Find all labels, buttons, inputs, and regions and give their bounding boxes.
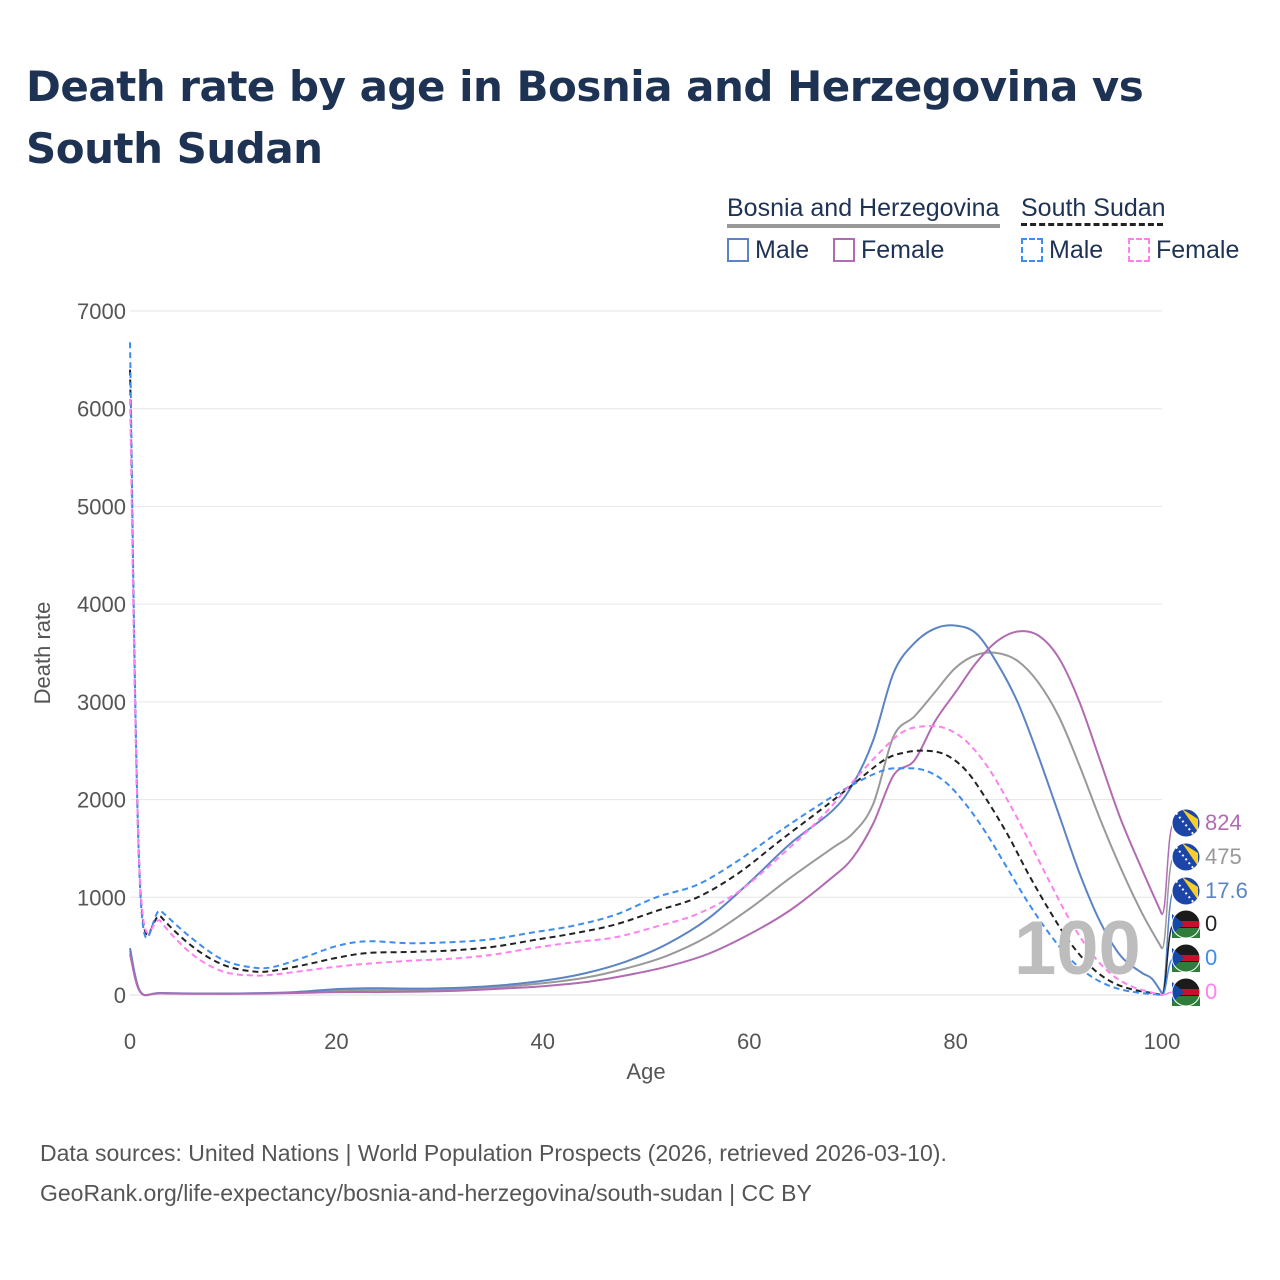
legend-label: Male	[755, 235, 810, 264]
legend-swatch	[727, 238, 749, 262]
end-value-label: 0	[1205, 945, 1218, 970]
x-tick-label: 40	[531, 1029, 555, 1054]
legend-swatch	[1021, 238, 1043, 262]
x-tick-label: 20	[324, 1029, 348, 1054]
y-tick-label: 5000	[77, 494, 126, 519]
footer-sources: Data sources: United Nations | World Pop…	[40, 1140, 947, 1166]
series-line-bosnia-and-herzegovina-female	[129, 630, 1163, 997]
south-sudan-flag-icon	[1171, 943, 1201, 973]
y-tick-label: 0	[114, 983, 126, 1008]
x-tick-label: 0	[124, 1029, 136, 1054]
legend-group-bosnia[interactable]: Bosnia and Herzegovina	[727, 194, 1000, 222]
bosnia-flag-icon	[1171, 876, 1201, 906]
x-tick-label: 60	[737, 1029, 761, 1054]
legend-group-south-sudan[interactable]: South Sudan	[1021, 194, 1166, 222]
chart-title: Death rate by age in Bosnia and Herzegov…	[26, 62, 1144, 173]
series-line-bosnia-and-herzegovina-both-	[129, 651, 1163, 997]
legend-group-bosnia-line	[727, 224, 1000, 228]
y-tick-label: 1000	[77, 885, 126, 910]
end-value-label: 0	[1205, 911, 1218, 936]
bosnia-flag-icon	[1171, 808, 1201, 838]
series-line-south-sudan-male	[129, 342, 1163, 996]
x-axis-label: Age	[626, 1059, 665, 1084]
y-tick-label: 2000	[77, 788, 126, 813]
series-line-south-sudan-female	[129, 398, 1163, 996]
series-line-bosnia-and-herzegovina-male	[129, 624, 1163, 997]
line-chart: 0 1000 2000 3000 4000 5000 6000 7000 0 20 40 60 80 10…	[30, 299, 1201, 1084]
age-watermark: 100	[1014, 906, 1141, 991]
south-sudan-flag-icon	[1171, 977, 1201, 1007]
footer-link[interactable]: GeoRank.org/life-expectancy/bosnia-and-h…	[40, 1180, 812, 1206]
legend-label: Male	[1049, 235, 1104, 264]
series-line-south-sudan-both-	[129, 369, 1163, 996]
bosnia-flag-icon	[1171, 842, 1201, 872]
end-value-label: 475	[1205, 844, 1242, 869]
legend-swatch	[833, 238, 855, 262]
south-sudan-flag-icon	[1171, 909, 1201, 939]
legend-label: Female	[1156, 235, 1240, 264]
y-tick-label: 3000	[77, 690, 126, 715]
y-tick-label: 4000	[77, 592, 126, 617]
legend-swatch	[1128, 238, 1150, 262]
y-axis-label: Death rate	[30, 602, 55, 705]
legend-group-south-sudan-line	[1021, 223, 1163, 226]
x-tick-label: 80	[943, 1029, 967, 1054]
end-value-label: 17.6	[1205, 878, 1248, 903]
x-tick-label: 100	[1144, 1029, 1181, 1054]
legend-item-bosnia-female[interactable]: Female	[833, 236, 944, 264]
end-value-label: 0	[1205, 979, 1218, 1004]
legend-item-south-sudan-male[interactable]: Male	[1021, 236, 1103, 264]
end-value-label: 824	[1205, 810, 1242, 835]
y-tick-label: 7000	[77, 299, 126, 324]
legend-label: Female	[861, 235, 945, 264]
legend-item-bosnia-male[interactable]: Male	[727, 236, 809, 264]
y-tick-label: 6000	[77, 397, 126, 422]
legend-item-south-sudan-female[interactable]: Female	[1128, 236, 1239, 264]
